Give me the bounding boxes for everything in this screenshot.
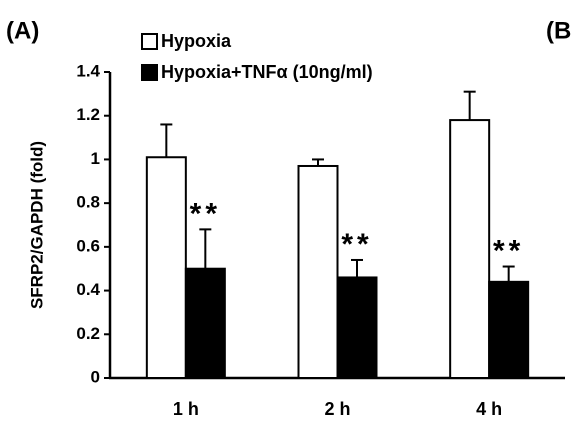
bar [449,119,491,379]
bar [488,280,530,380]
x-tick-label: 2 h [324,399,350,419]
bar [336,276,378,380]
legend-label: Hypoxia+TNFα (10ng/ml) [161,62,373,82]
y-tick-label: 0.6 [76,236,100,255]
panel-label: (A) [6,17,39,44]
y-tick-label: 0 [91,367,100,386]
bar [184,267,226,380]
y-tick-label: 0.4 [76,280,100,299]
y-tick-label: 1 [91,149,100,168]
legend-swatch [141,33,158,50]
legend-label: Hypoxia [161,31,232,51]
bar [297,164,339,379]
y-tick-label: 0.2 [76,324,100,343]
significance: ** [190,197,221,230]
x-tick-label: 1 h [173,399,199,419]
legend-swatch [141,64,158,81]
y-axis-label: SFRP2/GAPDH (fold) [27,141,46,309]
bar [145,156,187,379]
panel-label: (B [546,17,571,44]
significance: ** [341,228,372,261]
y-tick-label: 0.8 [76,193,100,212]
y-tick-label: 1.2 [76,105,100,124]
significance: ** [493,234,524,267]
y-tick-label: 1.4 [76,61,100,80]
x-tick-label: 4 h [476,399,502,419]
